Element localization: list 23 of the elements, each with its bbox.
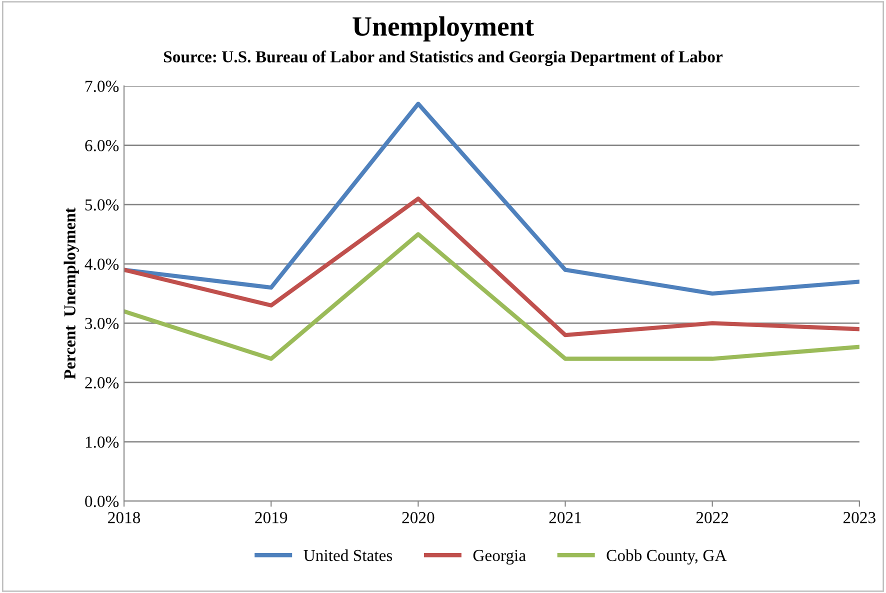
line-series [124, 102, 860, 296]
chart-title: Unemployment [352, 16, 534, 42]
legend-label: Georgia [473, 550, 526, 565]
y-tick-label: 7.0% [86, 80, 119, 92]
y-axis-title: Percent Unemployment [64, 208, 79, 380]
x-tick-label: 2018 [108, 512, 140, 524]
chart-subtitle: Source: U.S. Bureau of Labor and Statistics and Georgia Department of Labor [164, 50, 723, 66]
y-tick-label: 3.0% [85, 318, 119, 330]
legend-label: United States [304, 549, 392, 562]
y-tick-label: 6.0% [85, 140, 119, 152]
x-tick-label: 2019 [255, 512, 288, 524]
y-tick-label: 4.0% [84, 258, 119, 270]
y-tick-label: 2.0% [85, 377, 119, 389]
x-tick-label: 2023 [843, 512, 876, 524]
line-series [124, 232, 860, 361]
legend-label: Cobb County, GA [606, 549, 727, 565]
x-tick-label: 2021 [549, 512, 581, 524]
line-series [124, 196, 860, 338]
x-tick-label: 2020 [402, 512, 434, 524]
x-tick-label: 2022 [696, 512, 728, 524]
y-tick-label: 1.0% [86, 436, 119, 448]
y-tick-label: 5.0% [85, 199, 119, 211]
y-tick-label: 0.0% [85, 496, 119, 508]
